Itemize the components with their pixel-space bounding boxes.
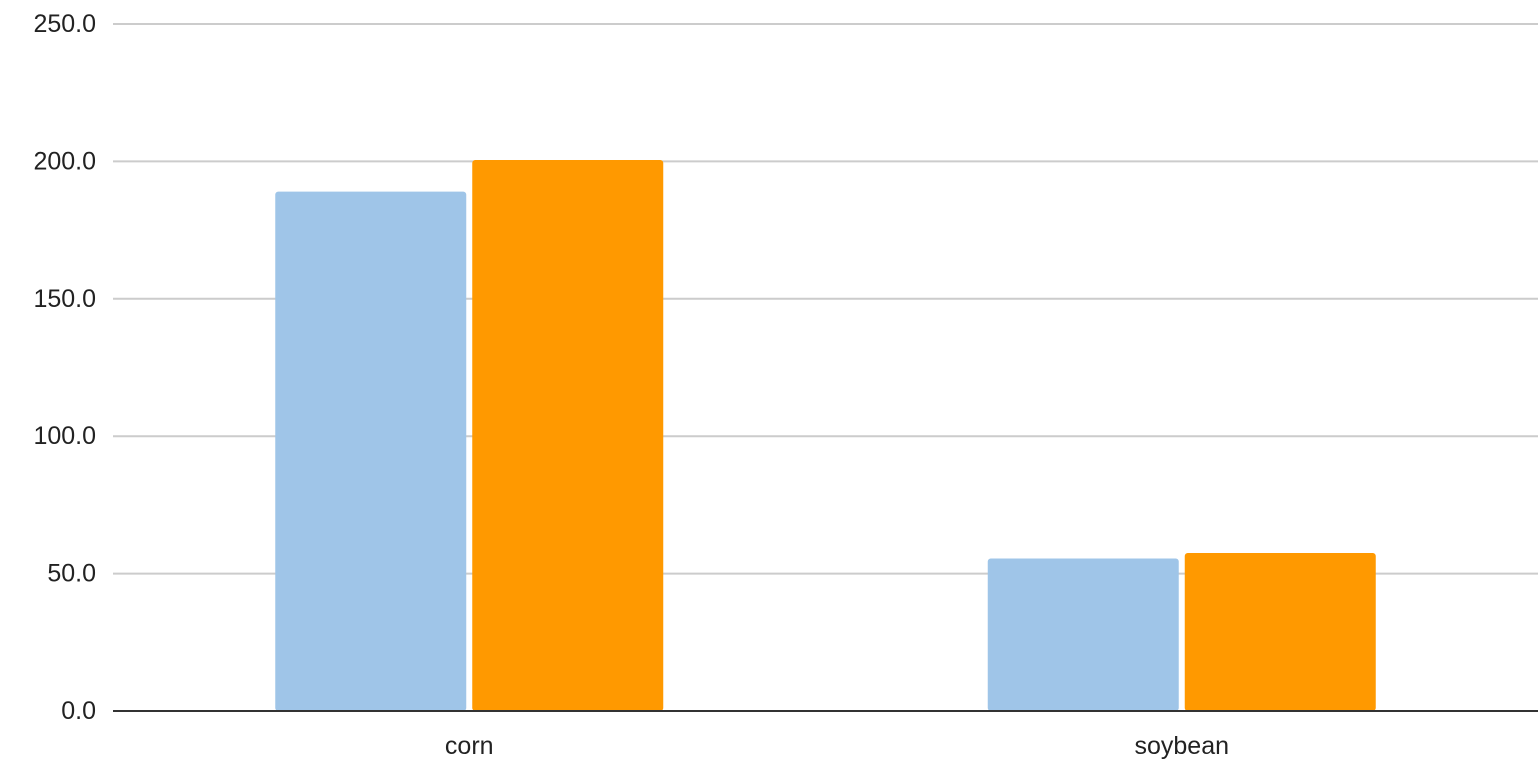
bars [275, 160, 1376, 712]
bar-soybean-series-1[interactable] [987, 558, 1179, 711]
y-tick-label: 250.0 [33, 10, 96, 38]
x-category-label: soybean [1134, 732, 1229, 759]
bar-corn-series-1[interactable] [275, 191, 467, 712]
y-axis-tick-labels: 0.0 50.0 100.0 150.0 200.0 250.0 [33, 10, 96, 725]
y-tick-label: 0.0 [61, 697, 96, 725]
x-axis-category-labels: corn soybean [445, 732, 1229, 759]
bar-soybean-series-2[interactable] [1184, 552, 1376, 711]
x-category-label: corn [445, 732, 494, 759]
y-tick-label: 150.0 [33, 285, 96, 313]
y-tick-label: 200.0 [33, 147, 96, 175]
bar-corn-series-2[interactable] [472, 160, 664, 711]
y-tick-label: 50.0 [47, 560, 96, 588]
y-tick-label: 100.0 [33, 422, 96, 450]
